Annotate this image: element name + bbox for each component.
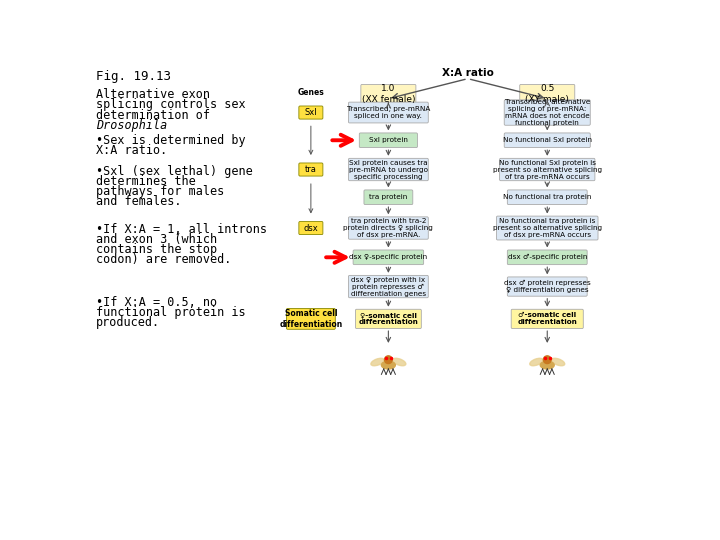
Text: No functional tra protein is
present so alternative splicing
of dsx pre-mRNA occ: No functional tra protein is present so … [492,218,602,238]
Text: Sxl protein causes tra
pre-mRNA to undergo
specific processing: Sxl protein causes tra pre-mRNA to under… [349,159,428,179]
Text: No functional Sxl protein is
present so alternative splicing
of tra pre-mRNA occ: No functional Sxl protein is present so … [492,159,602,179]
Ellipse shape [371,358,384,366]
Text: Drosophila: Drosophila [96,119,168,132]
FancyBboxPatch shape [504,100,590,125]
Text: 1.0
(XX female): 1.0 (XX female) [361,84,415,104]
Text: 0.5
(XY male): 0.5 (XY male) [526,84,570,104]
Text: splicing controls sex: splicing controls sex [96,98,246,111]
Text: pathways for males: pathways for males [96,185,225,198]
FancyBboxPatch shape [364,190,413,205]
Text: determines the: determines the [96,175,196,188]
Text: Sxl protein: Sxl protein [369,137,408,143]
Text: tra: tra [305,165,317,174]
Text: ♂-somatic cell
differentiation: ♂-somatic cell differentiation [517,313,577,326]
Text: produced.: produced. [96,316,161,329]
Text: •If X:A = 1, all introns: •If X:A = 1, all introns [96,222,267,235]
FancyBboxPatch shape [299,106,323,119]
FancyBboxPatch shape [504,133,590,147]
Text: Transcribed; alternative
splicing of pre-mRNA:
mRNA does not encode
functional p: Transcribed; alternative splicing of pre… [505,99,590,126]
Circle shape [544,356,551,363]
Text: determination of: determination of [96,109,210,122]
Text: and exon 3 (which: and exon 3 (which [96,233,217,246]
Text: functional protein is: functional protein is [96,306,246,319]
Text: ♀-somatic cell
differentiation: ♀-somatic cell differentiation [359,313,418,326]
Text: tra protein: tra protein [369,194,408,200]
Text: dsx: dsx [304,224,318,233]
Ellipse shape [540,361,554,369]
FancyBboxPatch shape [500,158,595,181]
Text: X:A ratio.: X:A ratio. [96,144,168,157]
Text: Alternative exon: Alternative exon [96,88,210,101]
Ellipse shape [392,358,406,366]
FancyBboxPatch shape [299,163,323,176]
Text: tra protein with tra-2
protein directs ♀ splicing
of dsx pre-mRNA.: tra protein with tra-2 protein directs ♀… [343,218,433,238]
Text: Somatic cell
differentiation: Somatic cell differentiation [279,309,343,329]
Text: contains the stop: contains the stop [96,242,217,255]
Circle shape [384,356,392,363]
FancyBboxPatch shape [359,133,418,147]
FancyBboxPatch shape [348,217,428,239]
Text: dsx ♂-specific protein: dsx ♂-specific protein [508,254,587,260]
FancyBboxPatch shape [287,308,336,329]
FancyBboxPatch shape [348,102,428,123]
FancyBboxPatch shape [348,275,428,298]
Text: •If X:A = 0.5, no: •If X:A = 0.5, no [96,296,217,309]
Ellipse shape [552,358,564,366]
Text: codon) are removed.: codon) are removed. [96,253,232,266]
Ellipse shape [382,361,395,369]
FancyBboxPatch shape [299,221,323,234]
FancyBboxPatch shape [508,250,588,265]
FancyBboxPatch shape [508,277,588,296]
Text: Fig. 19.13: Fig. 19.13 [96,70,171,83]
FancyBboxPatch shape [497,216,598,240]
Text: No functional Sxl protein: No functional Sxl protein [503,137,592,143]
Text: •Sex is determined by: •Sex is determined by [96,134,246,147]
FancyBboxPatch shape [508,190,588,205]
Text: No functional tra protein: No functional tra protein [503,194,591,200]
Text: X:A ratio: X:A ratio [442,68,494,78]
FancyBboxPatch shape [348,158,428,181]
Text: dsx ♀ protein with ix
protein represses ♂
differentiation genes: dsx ♀ protein with ix protein represses … [351,276,426,296]
Text: Sxl: Sxl [305,108,318,117]
Text: dsx ♀-specific protein: dsx ♀-specific protein [349,254,428,260]
FancyBboxPatch shape [520,84,575,104]
Text: and females.: and females. [96,195,181,208]
Text: Transcribed; pre-mRNA
spliced in one way.: Transcribed; pre-mRNA spliced in one way… [347,106,430,119]
FancyBboxPatch shape [353,250,423,265]
Ellipse shape [530,358,543,366]
Text: •Sxl (sex lethal) gene: •Sxl (sex lethal) gene [96,165,253,178]
Text: dsx ♂ protein represses
♀ differentiation genes: dsx ♂ protein represses ♀ differentiatio… [504,280,590,293]
FancyBboxPatch shape [356,309,421,328]
Text: Genes: Genes [297,88,324,97]
FancyBboxPatch shape [511,309,583,328]
FancyBboxPatch shape [361,84,416,104]
